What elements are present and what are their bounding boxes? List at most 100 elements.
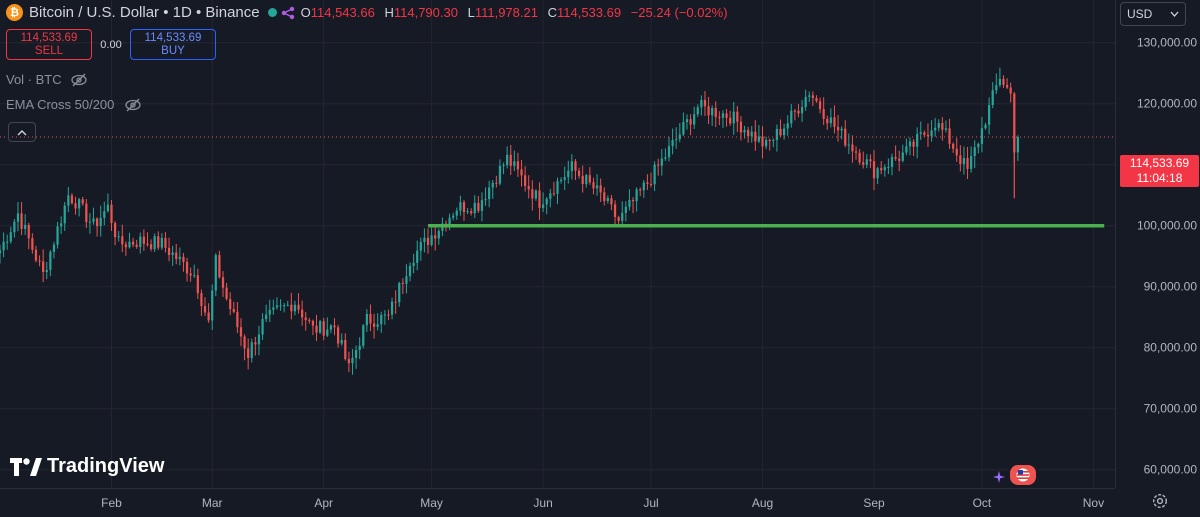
candle-body (362, 325, 365, 346)
candle-body (718, 117, 721, 119)
candle-body (714, 108, 717, 118)
share-nodes-icon[interactable] (281, 6, 295, 20)
volume-indicator[interactable]: Vol · BTC (6, 72, 88, 87)
candle-body (984, 124, 987, 129)
candle-body (941, 123, 944, 130)
high-value: 114,790.30 (393, 5, 458, 20)
ema-indicator[interactable]: EMA Cross 50/200 (6, 97, 142, 112)
candle-body (865, 159, 868, 165)
candle-body (660, 158, 663, 166)
candle-body (390, 301, 394, 315)
eye-hidden-icon[interactable] (70, 73, 88, 87)
candle-body (239, 327, 243, 337)
candle-body (725, 113, 728, 118)
candle-body (74, 203, 77, 209)
tradingview-logo[interactable]: TradingView (10, 455, 164, 478)
candle-body (13, 221, 16, 233)
candle-body (534, 190, 538, 199)
candle-body (772, 139, 775, 141)
candle-body (509, 154, 512, 166)
collapse-indicators-button[interactable] (8, 122, 36, 142)
candle-body (221, 277, 225, 288)
candle-body (20, 213, 23, 229)
market-open-dot-icon (267, 8, 277, 17)
candle-body (401, 282, 404, 284)
candle-body (60, 223, 63, 227)
price-tick-label: 130,000.00 (1137, 36, 1197, 50)
candle-body (567, 170, 570, 178)
candle-body (484, 199, 487, 201)
brand-name: TradingView (47, 455, 165, 477)
candle-body (721, 113, 725, 118)
candle-body (696, 107, 699, 115)
candle-body (926, 134, 930, 137)
candle-body (750, 131, 753, 137)
candle-body (743, 129, 746, 133)
sell-button[interactable]: 114,533.69 SELL (6, 29, 92, 60)
candle-body (977, 143, 980, 148)
candle-body (664, 157, 667, 159)
candle-body (890, 156, 894, 167)
eye-hidden-icon[interactable] (124, 98, 142, 112)
candle-body (167, 247, 171, 255)
candle-body (732, 111, 735, 124)
candle-body (506, 154, 509, 166)
price-axis[interactable]: 60,000.00 70,000.00 80,000.00 90,000.00 100,… (1115, 0, 1200, 488)
candle-body (768, 139, 771, 141)
candle-body (520, 169, 523, 176)
currency-selector[interactable]: USD (1120, 2, 1186, 26)
candle-body (876, 168, 879, 179)
candle-body (790, 110, 793, 124)
candle-body (426, 237, 430, 245)
time-tick-label: Aug (752, 496, 773, 510)
candle-body (491, 182, 494, 188)
economic-event-icon[interactable] (1008, 463, 1038, 487)
time-axis[interactable]: Feb Mar Apr May Jun Jul Aug Sep Oct Nov (0, 488, 1115, 517)
candlestick-chart[interactable] (0, 0, 1115, 488)
candle-body (678, 134, 681, 140)
candle-body (574, 161, 577, 171)
candle-body (657, 164, 660, 166)
candle-body (113, 223, 117, 238)
candle-body (45, 269, 48, 273)
candle-body (394, 301, 397, 303)
candle-body (883, 167, 886, 171)
candle-body (380, 314, 383, 325)
time-axis-labels: Feb Mar Apr May Jun Jul Aug Sep Oct Nov (101, 496, 1104, 510)
candle-body (329, 325, 333, 330)
candle-body (56, 226, 59, 245)
symbol-title[interactable]: Bitcoin / U.S. Dollar • 1D • Binance (29, 4, 260, 21)
candle-body (570, 161, 574, 171)
candle-body (408, 265, 412, 277)
candle-body (333, 325, 336, 328)
time-tick-label: Oct (973, 496, 992, 510)
gear-icon[interactable] (1152, 493, 1168, 509)
candle-body (775, 128, 779, 140)
candle-body (923, 132, 926, 135)
volume-indicator-label: Vol · BTC (6, 72, 62, 87)
candle-body (966, 158, 969, 169)
candle-body (815, 98, 818, 102)
candle-body (455, 210, 458, 216)
candle-body (729, 117, 732, 124)
price-axis-labels: 60,000.00 70,000.00 80,000.00 90,000.00 100,… (1137, 36, 1198, 477)
candle-body (142, 236, 145, 244)
buy-button[interactable]: 114,533.69 BUY (130, 29, 216, 60)
candle-body (862, 162, 865, 165)
candle-body (685, 119, 689, 123)
price-tick-label: 100,000.00 (1137, 219, 1197, 233)
candle-body (268, 309, 271, 315)
candle-body (545, 198, 548, 205)
chart-area[interactable] (0, 0, 1115, 488)
candle-body (160, 237, 163, 248)
candle-body (808, 95, 811, 97)
candle-body (635, 189, 638, 202)
time-tick-label: Nov (1083, 496, 1104, 510)
candle-body (617, 217, 620, 221)
candle-body (577, 170, 581, 176)
candle-body (117, 236, 120, 238)
candle-body (139, 236, 142, 247)
candle-body (639, 189, 642, 191)
price-tick-label: 90,000.00 (1144, 280, 1198, 294)
candle-body (193, 275, 196, 277)
